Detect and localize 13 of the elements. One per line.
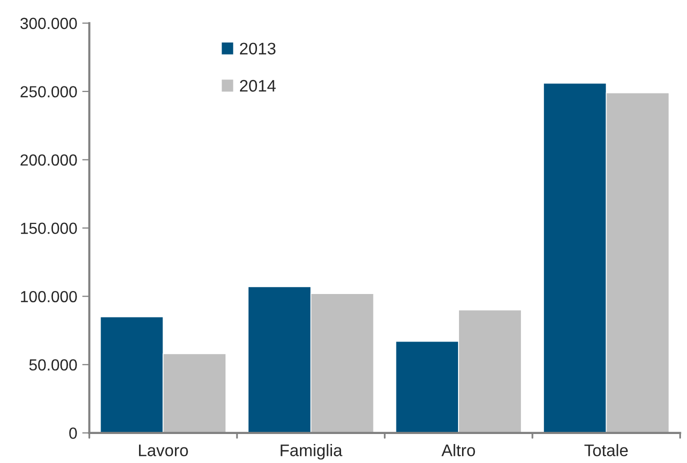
y-tick-label: 250.000 xyxy=(20,86,77,98)
y-tick-label: 50.000 xyxy=(29,359,77,371)
y-tick-label: 100.000 xyxy=(20,290,77,302)
y-tick-label: 200.000 xyxy=(20,154,77,166)
legend-label: 2014 xyxy=(240,80,276,92)
y-tick-label: 0 xyxy=(69,428,77,439)
y-tick-label: 150.000 xyxy=(20,222,77,234)
legend-label: 2013 xyxy=(240,42,276,54)
x-tick-label: Altro xyxy=(441,444,476,456)
x-tick-label: Lavoro xyxy=(139,444,188,456)
y-tick-label: 300.000 xyxy=(20,18,77,30)
x-tick-label: Famiglia xyxy=(280,444,342,460)
x-tick-label: Totale xyxy=(584,444,628,456)
